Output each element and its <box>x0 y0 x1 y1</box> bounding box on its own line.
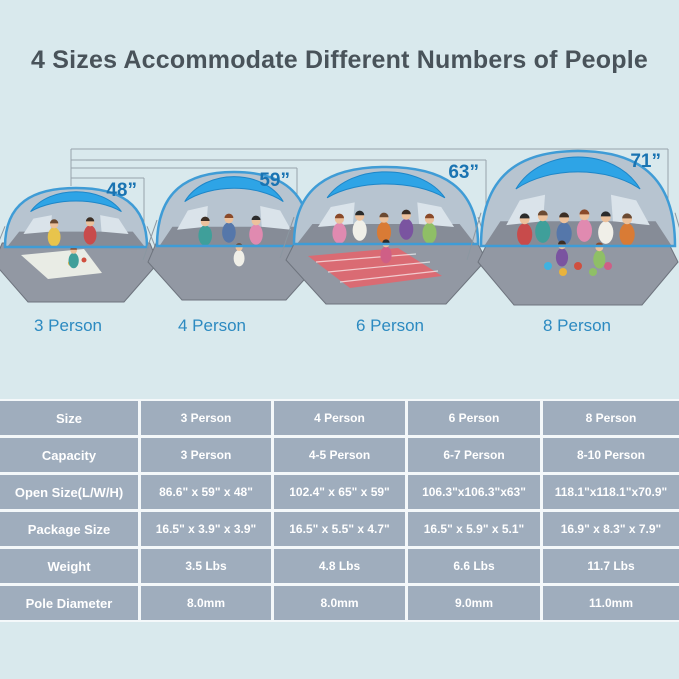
spec-row-header: Open Size(L/W/H) <box>0 475 138 509</box>
spec-cell: 4 Person <box>274 401 405 435</box>
spec-cell: 11.7 Lbs <box>543 549 679 583</box>
spec-cell: 4-5 Person <box>274 438 405 472</box>
tent-size-comparison-illustration: 48” 3 Person 59” 4 Person 63” 6 Person 71” 8 Pe… <box>0 148 679 335</box>
spec-cell: 3.5 Lbs <box>141 549 271 583</box>
tent-6-person <box>279 165 493 305</box>
spec-cell: 16.9" x 8.3" x 7.9" <box>543 512 679 546</box>
spec-row-header: Size <box>0 401 138 435</box>
tent-8-person <box>466 149 679 306</box>
height-label: 59” <box>259 170 290 191</box>
spec-cell: 9.0mm <box>408 586 540 620</box>
spec-cell: 6 Person <box>408 401 540 435</box>
spec-cell: 102.4" x 65" x 59" <box>274 475 405 509</box>
spec-cell: 6.6 Lbs <box>408 549 540 583</box>
spec-cell: 86.6" x 59" x 48" <box>141 475 271 509</box>
spec-cell: 3 Person <box>141 438 271 472</box>
spec-cell: 6-7 Person <box>408 438 540 472</box>
tent-size-label: 3 Person <box>34 316 102 335</box>
tent-size-label: 6 Person <box>356 316 424 335</box>
spec-cell: 16.5" x 5.5" x 4.7" <box>274 512 405 546</box>
spec-cell: 16.5" x 5.9" x 5.1" <box>408 512 540 546</box>
spec-cell: 4.8 Lbs <box>274 549 405 583</box>
spec-cell: 16.5" x 3.9" x 3.9" <box>141 512 271 546</box>
tent-size-label: 4 Person <box>178 316 246 335</box>
tent-4-person <box>142 170 326 301</box>
spec-row-header: Capacity <box>0 438 138 472</box>
spec-cell: 106.3"x106.3"x63" <box>408 475 540 509</box>
spec-cell: 118.1"x118.1"x70.9" <box>543 475 679 509</box>
spec-row-header: Weight <box>0 549 138 583</box>
spec-row-header: Package Size <box>0 512 138 546</box>
spec-row-header: Pole Diameter <box>0 586 138 620</box>
tent-3-person <box>0 186 162 303</box>
spec-cell: 11.0mm <box>543 586 679 620</box>
tent-size-label: 8 Person <box>543 316 611 335</box>
height-label: 63” <box>448 162 479 183</box>
height-label: 71” <box>630 151 661 172</box>
spec-cell: 3 Person <box>141 401 271 435</box>
measurement-lines <box>70 148 669 249</box>
page-title: 4 Sizes Accommodate Different Numbers of… <box>31 46 648 74</box>
spec-cell: 8 Person <box>543 401 679 435</box>
spec-cell: 8-10 Person <box>543 438 679 472</box>
spec-table: Size 3 Person 4 Person 6 Person 8 Person Capa… <box>0 399 679 622</box>
spec-cell: 8.0mm <box>274 586 405 620</box>
height-label: 48” <box>106 180 137 201</box>
spec-cell: 8.0mm <box>141 586 271 620</box>
